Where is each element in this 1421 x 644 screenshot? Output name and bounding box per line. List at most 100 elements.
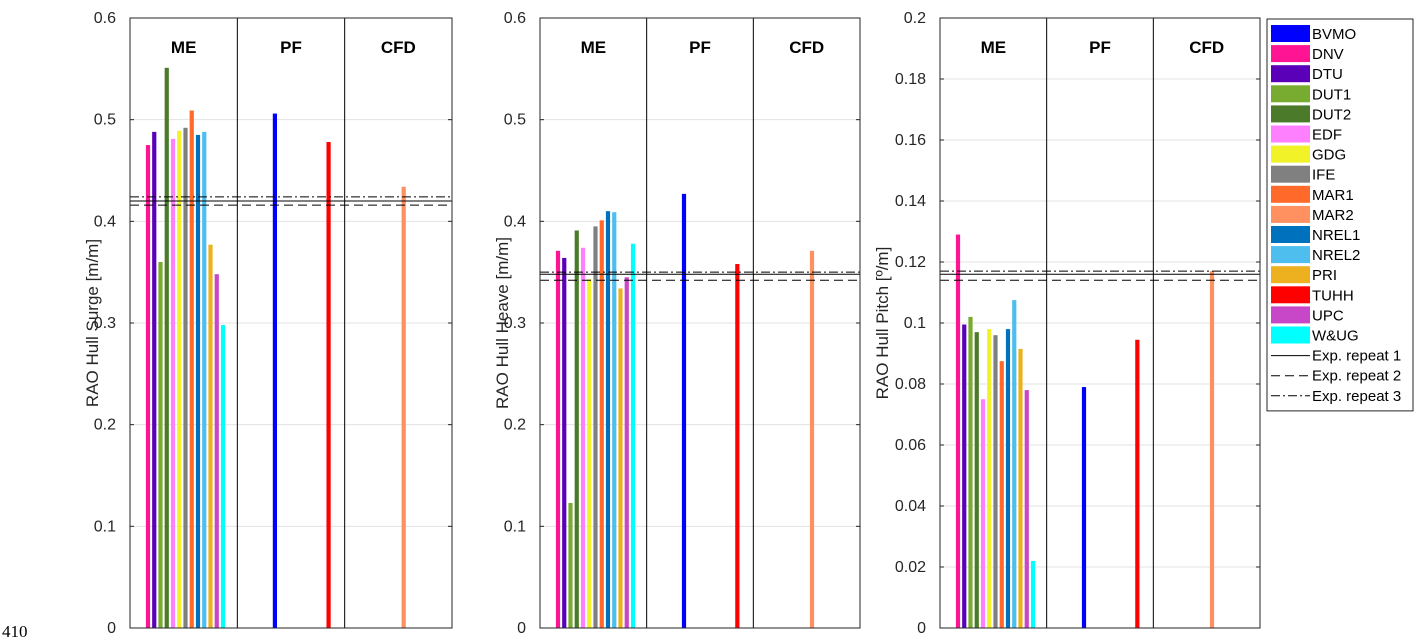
y-axis-label: RAO Hull Heave [m/m] — [493, 237, 512, 409]
y-tick-label: 0.4 — [94, 213, 116, 230]
legend-label: Exp. repeat 3 — [1312, 388, 1401, 405]
legend-swatch-upc — [1271, 306, 1310, 324]
y-tick-label: 0.06 — [895, 437, 926, 454]
legend-label: EDF — [1312, 127, 1342, 144]
bar-bvmo — [681, 193, 687, 628]
y-tick-label: 0.2 — [94, 417, 116, 434]
bar-dnv — [955, 234, 961, 629]
legend-label: GDG — [1312, 147, 1346, 164]
y-tick-label: 0.1 — [904, 315, 926, 332]
bar-dut1 — [568, 502, 573, 628]
bar-dnv — [555, 250, 561, 629]
bar-dut2 — [974, 332, 979, 628]
y-tick-label: 0.08 — [895, 376, 926, 393]
legend-label: Exp. repeat 2 — [1312, 368, 1401, 385]
legend-label: BVMO — [1312, 26, 1356, 43]
bar-mar1 — [599, 220, 604, 629]
section-label-me: ME — [171, 38, 197, 57]
y-tick-label: 0 — [917, 620, 926, 637]
y-tick-label: 0.3 — [94, 315, 116, 332]
bar-dtu — [562, 257, 567, 628]
y-tick-label: 0.5 — [94, 112, 116, 129]
bar-edf — [170, 138, 176, 628]
bar-tuhh — [735, 264, 740, 628]
legend-swatch-nrel1 — [1271, 226, 1310, 243]
y-tick-label: 0.5 — [504, 112, 526, 129]
bar-upc — [624, 277, 629, 628]
y-tick-label: 0.04 — [895, 498, 926, 515]
legend-swatch-tuhh — [1271, 286, 1310, 304]
legend-swatch-dut2 — [1271, 105, 1310, 123]
bar-edf — [980, 399, 986, 628]
y-tick-label: 0.12 — [895, 254, 926, 271]
legend-swatch-pri — [1271, 266, 1310, 284]
legend-label: DUT1 — [1312, 86, 1351, 103]
bar-nrel2 — [202, 131, 207, 628]
legend-label: NREL1 — [1312, 227, 1360, 244]
legend-label: PRI — [1312, 267, 1337, 284]
bar-dtu — [152, 131, 157, 628]
bar-upc — [214, 274, 219, 628]
y-tick-label: 0 — [107, 620, 116, 637]
legend-swatch-dut1 — [1271, 85, 1310, 103]
bar-mar1 — [189, 110, 194, 629]
bar-nrel1 — [605, 211, 611, 628]
section-label-pf: PF — [280, 38, 302, 57]
bar-bvmo — [1081, 387, 1087, 628]
legend-swatch-gdg — [1271, 145, 1310, 163]
bar-tuhh — [1135, 339, 1140, 628]
legend-label: UPC — [1312, 307, 1344, 324]
y-tick-label: 0.6 — [94, 10, 116, 27]
bar-nrel2 — [1012, 300, 1017, 628]
legend-label: W&UG — [1312, 328, 1359, 345]
bar-dut2 — [574, 230, 579, 628]
bar-dtu — [962, 324, 967, 628]
bar-wug — [1030, 560, 1036, 628]
bar-nrel1 — [195, 134, 201, 628]
legend-swatch-dnv — [1271, 45, 1310, 63]
bar-pri — [1018, 348, 1023, 628]
legend-label: DUT2 — [1312, 106, 1351, 123]
bar-gdg — [987, 329, 992, 628]
section-label-pf: PF — [1089, 38, 1111, 57]
y-tick-label: 0.02 — [895, 559, 926, 576]
page-number: 410 — [2, 622, 28, 641]
legend-label: DNV — [1312, 46, 1344, 63]
section-label-me: ME — [981, 38, 1007, 57]
bar-pri — [618, 288, 623, 628]
legend-label: MAR2 — [1312, 207, 1354, 224]
legend: BVMO DNV DTU DUT1 DUT2 EDF GDG IFE MAR1 MAR2 NREL1… — [1266, 18, 1414, 412]
bar-pri — [208, 244, 213, 628]
legend-swatch-ife — [1271, 165, 1310, 183]
bar-gdg — [587, 279, 592, 628]
bar-dut2 — [164, 67, 169, 629]
legend-swatch-wug — [1271, 326, 1310, 344]
bar-ife — [993, 335, 998, 628]
section-label-pf: PF — [689, 38, 711, 57]
legend-label: DTU — [1312, 66, 1343, 83]
bar-dut1 — [158, 262, 163, 628]
bar-tuhh — [326, 142, 331, 629]
legend-label: IFE — [1312, 167, 1335, 184]
y-tick-label: 0.3 — [504, 315, 526, 332]
bar-bvmo — [272, 113, 277, 629]
legend-swatch-edf — [1271, 125, 1310, 143]
y-tick-label: 0.14 — [895, 193, 926, 210]
y-axis-label: RAO Hull Pitch [º/m] — [873, 247, 892, 400]
bar-dnv — [145, 145, 151, 629]
chart-panel-1: ME PF CFD 0 0.1 0.2 0.3 0.4 0.5 0.6 RAO Hull Surge… — [83, 10, 453, 637]
bar-mar2 — [401, 186, 406, 628]
y-tick-label: 0.1 — [504, 518, 526, 535]
section-label-me: ME — [581, 38, 607, 57]
bar-mar2 — [1209, 271, 1215, 628]
y-tick-label: 0.18 — [895, 71, 926, 88]
legend-swatch-nrel2 — [1271, 246, 1310, 264]
y-tick-label: 0 — [517, 620, 526, 637]
bar-wug — [630, 243, 636, 628]
legend-swatch-mar2 — [1271, 205, 1310, 223]
chart-panel-2: ME PF CFD 0 0.1 0.2 0.3 0.4 0.5 0.6 RAO Hull Heave… — [493, 10, 861, 637]
bar-mar1 — [999, 361, 1004, 628]
bar-wug — [220, 325, 226, 628]
y-tick-label: 0.4 — [504, 213, 526, 230]
